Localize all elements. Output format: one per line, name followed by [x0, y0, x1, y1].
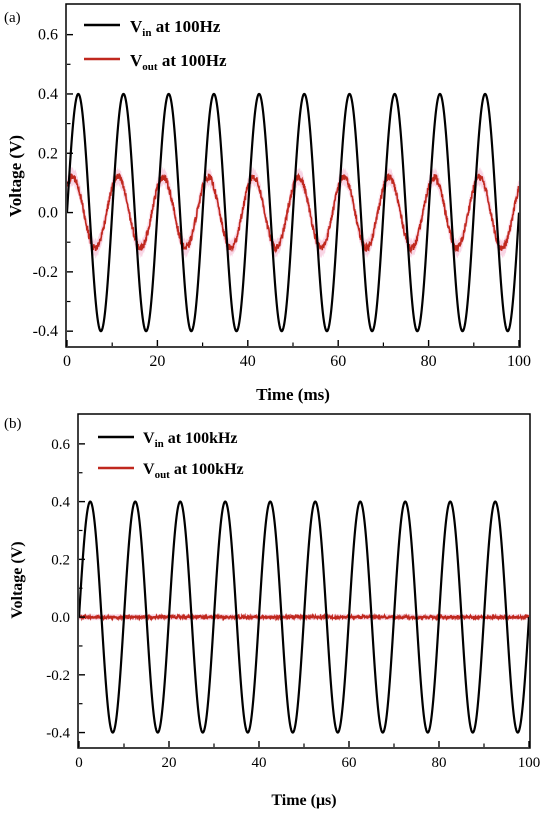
panel-b-x-axis-label: Time (μs): [271, 792, 336, 809]
panel-a-x-axis-label: Time (ms): [256, 385, 330, 404]
panel-a-vout-line: [67, 172, 519, 255]
panel-b-x-tick-label: 100: [518, 755, 541, 771]
panel-a-label: (a): [4, 10, 21, 26]
panel-a-x-tick-label: 80: [421, 353, 437, 370]
panel-b-vin-line: [79, 500, 529, 734]
panel-a-x-tick-label: 60: [330, 353, 346, 370]
panel-a-y-tick-label: -0.4: [33, 323, 58, 340]
panel-b-x-tick-label: 0: [75, 755, 83, 771]
panel-b-x-tick-label: 80: [432, 755, 447, 771]
panel-b-ticks: 0 20 40 60 80 100 -0.4 -0.2 0.0 0.2 0.4 0.6: [46, 437, 540, 771]
panel-a-legend: Vin at 100Hz Vout at 100Hz: [84, 17, 227, 73]
panel-b-y-tick-label: 0.0: [51, 610, 70, 626]
panel-a-y-tick-label: 0.6: [38, 27, 58, 44]
panel-a-y-tick-label: 0.0: [38, 205, 58, 222]
panel-a-x-tick-label: 100: [507, 353, 531, 370]
panel-b-label: (b): [4, 416, 22, 432]
panel-a: (a) 0 20 40 60 80 100 -0.4 -0.2 0.0 0.2 0.4 0.6 Vin…: [4, 3, 531, 404]
panel-a-ticks: 0 20 40 60 80 100 -0.4 -0.2 0.0 0.2 0.4 0.6: [33, 27, 531, 370]
panel-a-y-tick-label: 0.2: [38, 145, 58, 162]
panel-b-x-tick-label: 20: [162, 755, 177, 771]
panel-b-x-tick-label: 60: [342, 755, 357, 771]
panel-a-legend-label-vout: Vout at 100Hz: [130, 51, 227, 73]
panel-a-vin-line: [67, 92, 519, 333]
panel-a-legend-label-vin: Vin at 100Hz: [130, 17, 221, 39]
panel-b-legend: Vin at 100kHz Vout at 100kHz: [98, 430, 244, 481]
panel-a-x-tick-label: 20: [149, 353, 165, 370]
panel-b-traces: [79, 500, 529, 734]
panel-b-frame: [77, 413, 531, 749]
panel-b-y-tick-label: 0.4: [51, 495, 70, 511]
panel-a-traces: [67, 92, 519, 333]
panel-a-y-tick-label: -0.2: [33, 264, 58, 281]
panel-b-x-tick-label: 40: [252, 755, 267, 771]
panel-b-legend-label-vin: Vin at 100kHz: [143, 430, 238, 450]
panel-a-x-tick-label: 40: [240, 353, 256, 370]
panel-a-frame: [65, 3, 521, 348]
panel-a-y-axis-label: Voltage (V): [6, 135, 25, 217]
panel-b-legend-label-vout: Vout at 100kHz: [143, 461, 244, 481]
panel-b-y-tick-label: -0.2: [46, 668, 70, 684]
panel-b-y-axis-label: Voltage (V): [9, 541, 26, 618]
panel-a-x-tick-label: 0: [63, 353, 71, 370]
panel-b: (b) 0 20 40 60 80 100 -0.4 -0.2 0.0 0.2 0.4 0.6 Vin…: [4, 413, 540, 809]
panel-a-y-tick-label: 0.4: [38, 86, 58, 103]
panel-b-y-tick-label: 0.2: [51, 552, 70, 568]
panel-b-y-tick-label: -0.4: [46, 726, 70, 742]
panel-b-y-tick-label: 0.6: [51, 437, 70, 453]
